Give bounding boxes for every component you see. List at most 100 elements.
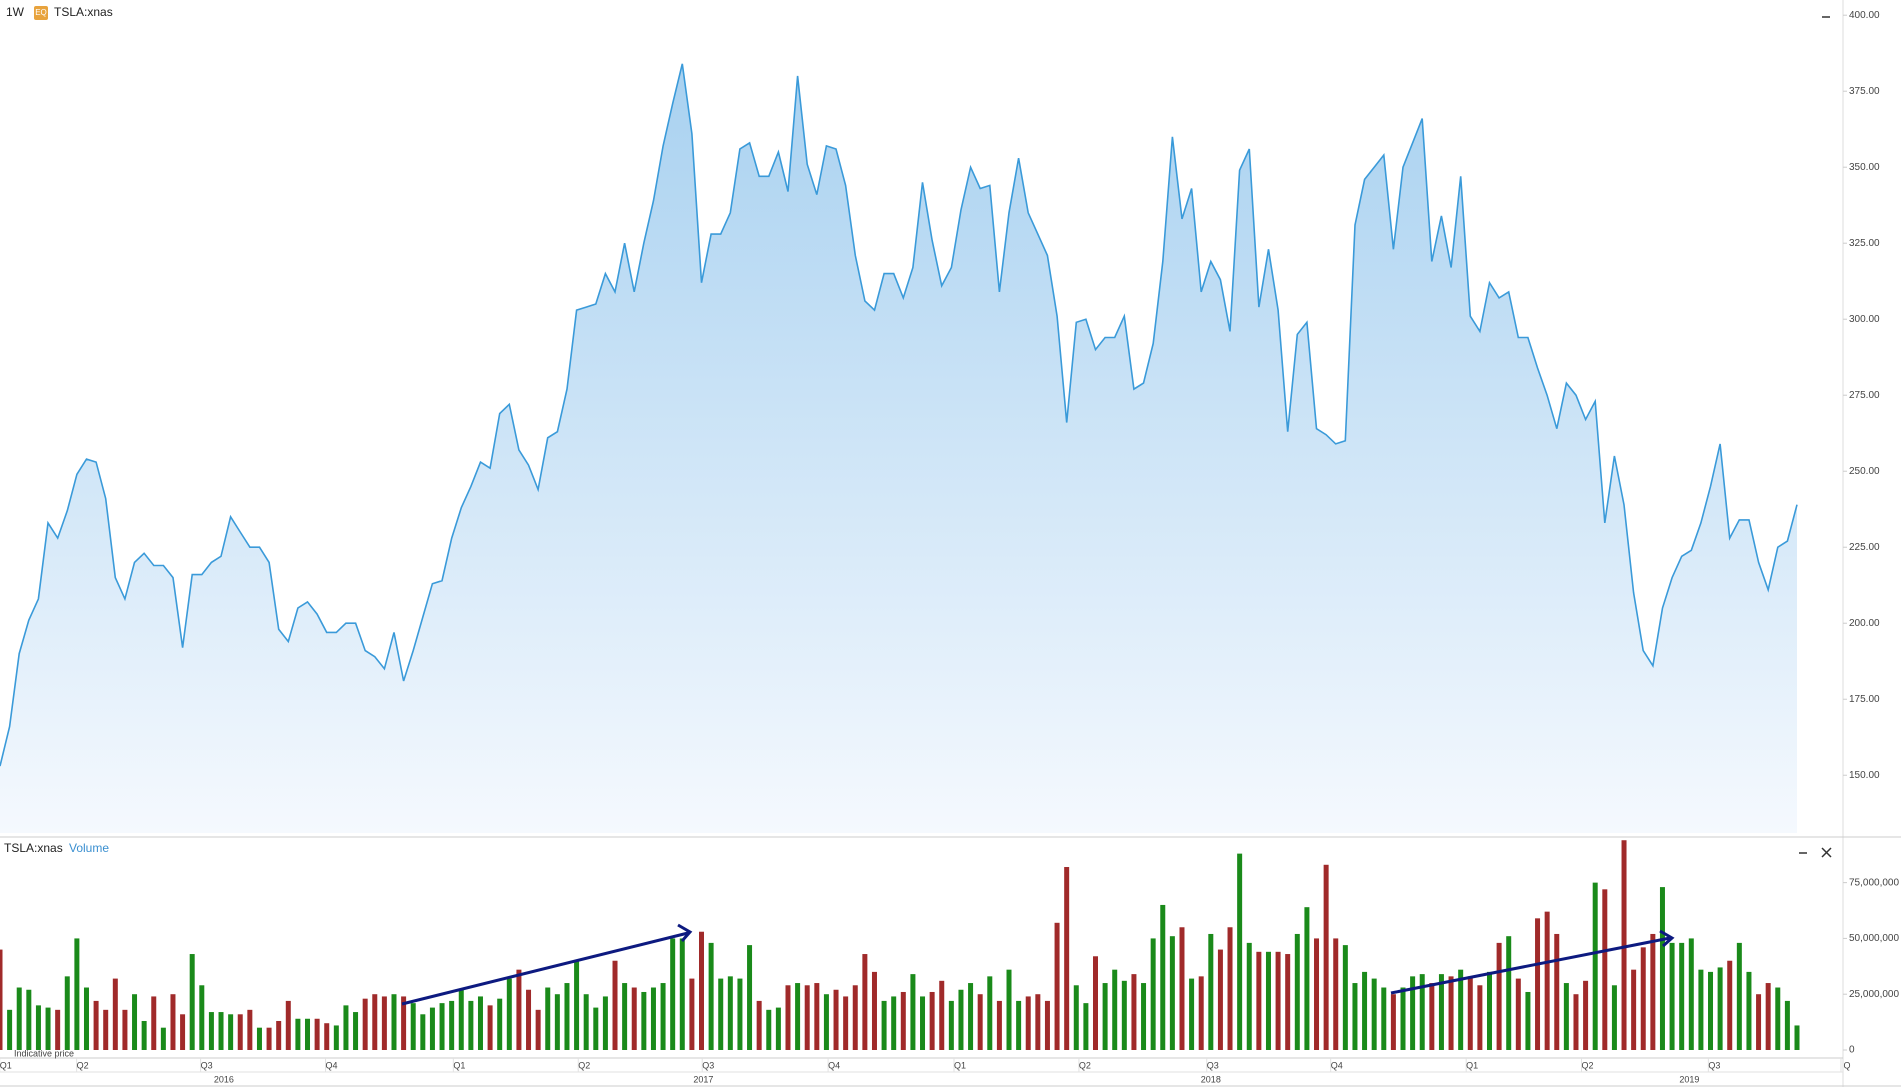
volume-bar xyxy=(708,942,714,1050)
volume-bar xyxy=(718,978,724,1050)
x-tick-label: Q3 xyxy=(1207,1060,1219,1070)
year-label: 2018 xyxy=(1201,1074,1221,1084)
close-button[interactable] xyxy=(1821,847,1832,858)
volume-bar xyxy=(1583,980,1589,1050)
volume-bar xyxy=(439,1003,445,1050)
volume-bar xyxy=(1333,938,1339,1050)
volume-bar xyxy=(1054,922,1060,1050)
volume-bar xyxy=(1006,969,1012,1050)
volume-bar xyxy=(1602,889,1608,1050)
volume-bar xyxy=(727,976,733,1050)
volume-bar xyxy=(228,1014,234,1050)
volume-bar xyxy=(401,996,407,1050)
volume-label[interactable]: Volume xyxy=(69,841,109,855)
symbol[interactable]: TSLA:xnas xyxy=(54,5,113,19)
volume-bar xyxy=(1323,864,1329,1050)
volume-bar xyxy=(1784,1000,1790,1050)
volume-bar xyxy=(1208,933,1214,1050)
volume-bar xyxy=(497,998,503,1050)
volume-bar xyxy=(1227,927,1233,1050)
volume-bar xyxy=(1217,949,1223,1050)
volume-bar xyxy=(1371,978,1377,1050)
volume-bar xyxy=(968,983,974,1050)
volume-bar xyxy=(650,987,656,1050)
trend-arrow xyxy=(401,923,693,1006)
volume-bar xyxy=(920,996,926,1050)
volume-bar xyxy=(929,991,935,1050)
volume-bar xyxy=(833,989,839,1050)
volume-bar xyxy=(74,938,80,1050)
volume-bar xyxy=(775,1007,781,1050)
volume-bar xyxy=(324,1023,330,1050)
volume-bar xyxy=(1025,996,1031,1050)
volume-bar xyxy=(1717,967,1723,1050)
price-line xyxy=(0,63,1798,767)
trend-arrow xyxy=(1390,929,1675,995)
volume-bar xyxy=(996,1000,1002,1050)
volume-bar xyxy=(35,1005,41,1050)
volume-bar xyxy=(564,983,570,1050)
volume-bar xyxy=(795,983,801,1050)
volume-bar xyxy=(1746,971,1752,1050)
x-tick-label: Q2 xyxy=(77,1060,89,1070)
volume-bar xyxy=(285,1000,291,1050)
volume-bar xyxy=(1486,971,1492,1050)
volume-bar xyxy=(1342,945,1348,1050)
volume-bar xyxy=(132,994,138,1050)
volume-bar xyxy=(958,989,964,1050)
volume-bar xyxy=(1179,927,1185,1050)
volume-bar xyxy=(526,989,532,1050)
volume-bar xyxy=(1131,974,1137,1050)
volume-bar xyxy=(1256,951,1262,1050)
volume-bar xyxy=(256,1027,262,1050)
volume-bar xyxy=(641,991,647,1050)
volume-bar xyxy=(477,996,483,1050)
volume-bar xyxy=(1794,1025,1800,1050)
volume-bar xyxy=(631,987,637,1050)
year-label: 2017 xyxy=(693,1074,713,1084)
volume-bar xyxy=(910,974,916,1050)
y-tick-label: 300.00 xyxy=(1849,314,1880,325)
x-tick-label: Q4 xyxy=(828,1060,840,1070)
x-tick-label: Q xyxy=(1843,1060,1850,1070)
volume-bar xyxy=(506,978,512,1050)
volume-bar xyxy=(747,945,753,1050)
x-tick-label: Q1 xyxy=(1466,1060,1478,1070)
year-label: 2016 xyxy=(214,1074,234,1084)
interval[interactable]: 1W xyxy=(6,5,25,19)
volume-bar xyxy=(1381,987,1387,1050)
volume-bar xyxy=(1506,936,1512,1050)
volume-bar xyxy=(1458,969,1464,1050)
volume-bar xyxy=(1775,987,1781,1050)
volume-bar xyxy=(381,996,387,1050)
x-tick-label: Q1 xyxy=(0,1060,12,1070)
x-tick-label: Q3 xyxy=(201,1060,213,1070)
y-tick-label: 275.00 xyxy=(1849,390,1880,401)
volume-bar xyxy=(612,960,618,1050)
volume-bar xyxy=(7,1009,13,1050)
volume-bar xyxy=(756,1000,762,1050)
volume-bar xyxy=(689,978,695,1050)
volume-bar xyxy=(1515,978,1521,1050)
volume-bar xyxy=(1390,994,1396,1050)
volume-bar xyxy=(1064,867,1070,1050)
volume-bar xyxy=(1659,887,1665,1050)
volume-bar xyxy=(1525,991,1531,1050)
volume-bar xyxy=(1650,933,1656,1050)
volume-bar xyxy=(26,989,32,1050)
volume-bar xyxy=(1314,938,1320,1050)
volume-bar xyxy=(948,1000,954,1050)
volume-bar xyxy=(83,987,89,1050)
volume-bar xyxy=(804,985,810,1050)
volume-bar xyxy=(1438,974,1444,1050)
volume-bar xyxy=(1198,976,1204,1050)
volume-bar xyxy=(1544,911,1550,1050)
y-tick-label: 75,000,000 xyxy=(1849,877,1899,888)
volume-bar xyxy=(449,1000,455,1050)
volume-bar xyxy=(516,969,522,1050)
y-tick-label: 375.00 xyxy=(1849,86,1880,97)
volume-bar xyxy=(545,987,551,1050)
volume-bar xyxy=(1044,1000,1050,1050)
volume-bar xyxy=(862,954,868,1050)
volume-bar xyxy=(237,1014,243,1050)
